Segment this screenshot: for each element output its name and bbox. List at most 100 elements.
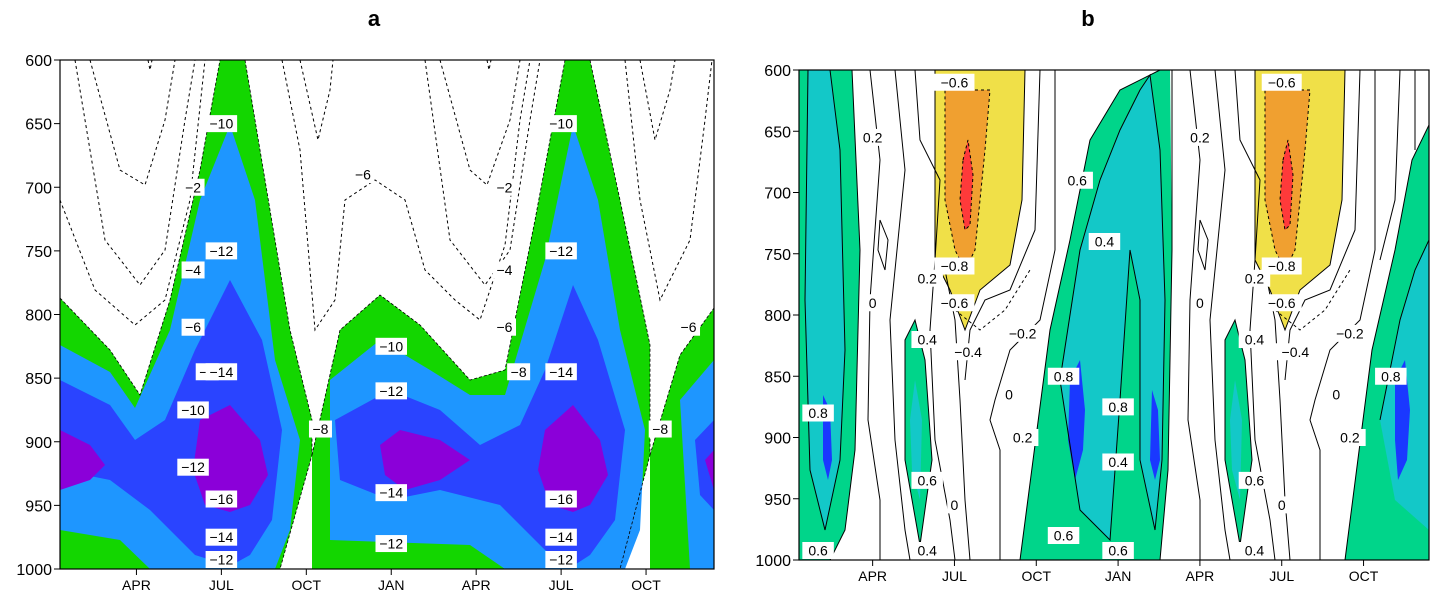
y-tick-label: 600 <box>25 53 52 70</box>
contour-label-text: −0.4 <box>954 344 982 360</box>
contour-label: −2 <box>181 178 205 196</box>
y-tick-label: 950 <box>764 492 791 509</box>
contour-label-text: −12 <box>379 383 403 399</box>
contour-label: 0.2 <box>1334 429 1366 446</box>
contour-label-text: −12 <box>181 459 205 475</box>
contour-label-box <box>934 73 975 91</box>
contour-label: −10 <box>545 115 577 133</box>
contour-label: 0 <box>1192 294 1208 312</box>
panel-b-contour-line <box>1197 219 1209 271</box>
contour-label-box <box>648 420 672 438</box>
contour-label-text: 0.8 <box>1381 368 1401 384</box>
contour-label-text: −2 <box>185 179 201 195</box>
x-tick-label: APR <box>1186 568 1215 584</box>
contour-label-box <box>1329 324 1370 342</box>
contour-label: −14 <box>545 528 577 546</box>
contour-label-text: −0.8 <box>941 258 969 274</box>
contour-label: −10 <box>375 337 407 355</box>
y-tick-label: 850 <box>764 369 791 386</box>
contour-label-text: −8 <box>652 421 668 437</box>
contour-label-box <box>1275 343 1316 361</box>
contour-label-box <box>375 382 407 400</box>
panel-b-contour-line <box>889 70 911 560</box>
panel-a-fill-boundaries <box>60 60 714 569</box>
contour-label-box <box>856 128 889 146</box>
panel-b-contour-line <box>1264 89 1311 272</box>
contour-label: 0.2 <box>911 269 943 287</box>
contour-label: −12 <box>205 551 238 568</box>
contour-label: 0.8 <box>1375 367 1407 385</box>
contour-label: −6 <box>181 318 205 336</box>
contour-label: 0.8 <box>802 404 834 422</box>
contour-label-box <box>1238 269 1271 287</box>
contour-label: 0.2 <box>1006 429 1039 446</box>
contour-label-text: 0.4 <box>1108 454 1128 470</box>
x-tick-label: OCT <box>292 577 322 593</box>
contour-label-text: 0 <box>1196 295 1204 311</box>
contour-label-box <box>545 115 577 133</box>
y-tick-label: 850 <box>25 371 52 388</box>
x-tick-label: JUL <box>942 568 967 584</box>
contour-label: −10 <box>205 115 238 133</box>
panel-b-contour-line <box>877 219 889 271</box>
contour-label: −0.4 <box>1275 343 1316 361</box>
panel-a-contour-line <box>60 60 206 326</box>
panel-b: 600 650 700 750 800 850 900 950 1000 APR JUL OCT JA… <box>755 63 1430 584</box>
panel-a-fill-purple <box>193 405 268 512</box>
contour-label-box <box>1261 257 1302 275</box>
contour-label-box <box>1001 386 1017 404</box>
contour-label-box <box>911 269 943 287</box>
y-tick-label: 750 <box>25 244 52 261</box>
contour-label-text: −14 <box>549 529 573 545</box>
contour-label: −14 <box>545 363 577 381</box>
contour-label: 0.6 <box>802 542 834 559</box>
contour-label: −6 <box>492 318 516 336</box>
contour-label-box <box>205 490 238 508</box>
contour-label: 0.8 <box>1102 398 1134 416</box>
panel-b-contour-line <box>1059 73 1166 542</box>
contour-label: −14 <box>375 484 407 502</box>
contour-label-text: −8 <box>312 421 328 437</box>
contour-label: 0.2 <box>856 128 889 146</box>
contour-label-box <box>677 318 701 336</box>
contour-label: 0.4 <box>1102 453 1134 471</box>
x-tick-label: JAN <box>1105 568 1131 584</box>
contour-label-box <box>911 331 943 348</box>
panel-a-fill-purple <box>380 430 470 490</box>
panel-b-contour-line <box>804 70 846 531</box>
panel-b-fill-darkblue <box>1395 360 1410 480</box>
contour-label: 0.2 <box>1184 128 1216 146</box>
panel-b-contour-line <box>1209 70 1231 560</box>
contour-label-text: −2 <box>497 179 513 195</box>
contour-label-text: 0.2 <box>917 270 937 286</box>
contour-label-box <box>1261 73 1302 91</box>
contour-label: −12 <box>375 382 407 400</box>
contour-label: 0.8 <box>1047 367 1080 385</box>
contour-label-box <box>1102 398 1134 416</box>
contour-label-text: 0.2 <box>1245 270 1265 286</box>
contour-label-text: −12 <box>210 552 234 568</box>
panel-a-fill-purple <box>705 450 714 490</box>
panel-a-y-axis: 600 650 700 750 800 850 900 950 1000 <box>16 53 60 579</box>
panel-b-fill-darkblue <box>1150 390 1160 480</box>
contour-label: 0 <box>1329 386 1344 404</box>
contour-label-text: 0.6 <box>1054 528 1074 544</box>
contour-label-text: −14 <box>549 364 573 380</box>
contour-label: −8 <box>507 363 531 381</box>
contour-label-text: −0.2 <box>1009 325 1037 341</box>
contour-label: −2 <box>492 178 516 196</box>
contour-label: 0 <box>947 496 962 514</box>
contour-label-text: 0.2 <box>1190 129 1210 145</box>
contour-label-text: 0.4 <box>1245 543 1265 559</box>
contour-label-box <box>1329 386 1344 404</box>
contour-label-box <box>947 496 962 514</box>
contour-label-box <box>865 294 880 312</box>
contour-label-text: 0.6 <box>808 543 828 559</box>
contour-label-text: −4 <box>185 262 201 278</box>
contour-label-box <box>205 551 238 568</box>
panel-a-contour-labels: −2 −4 −6 −8 −10 −12 −10 −12 −14 −16 −14 −12 −8 −6 −10 −… <box>177 115 701 568</box>
contour-label: −0.2 <box>1002 324 1043 342</box>
contour-label-text: −6 <box>355 167 371 183</box>
contour-label-box <box>948 343 989 361</box>
panel-a: 600 650 700 750 800 850 900 950 1000 APR JUL OCT JA… <box>16 53 715 593</box>
